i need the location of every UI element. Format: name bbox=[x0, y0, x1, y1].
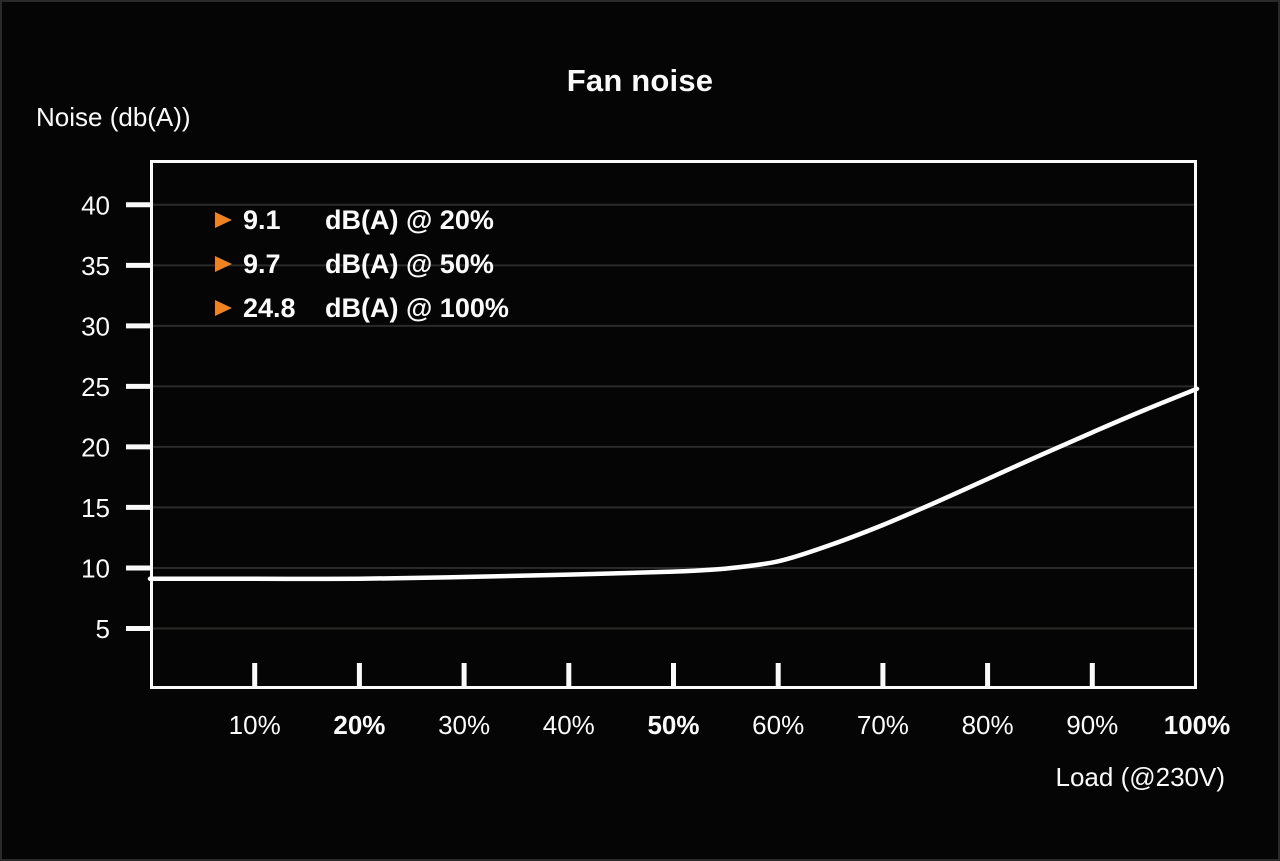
x-tick-label: 100% bbox=[1164, 710, 1231, 740]
legend-item: 9.1 dB(A) @ 20% bbox=[215, 198, 509, 242]
x-tick-label: 70% bbox=[857, 710, 909, 740]
x-tick-label: 10% bbox=[229, 710, 281, 740]
chart-title: Fan noise bbox=[566, 63, 714, 98]
x-tick-label: 40% bbox=[543, 710, 595, 740]
x-tick-label: 60% bbox=[752, 710, 804, 740]
legend-unit: dB(A) @ 20% bbox=[325, 204, 494, 235]
y-tick-label: 25 bbox=[81, 372, 110, 402]
noise-curve bbox=[147, 386, 1200, 582]
y-tick-label: 5 bbox=[96, 614, 110, 644]
y-axis-label: Noise (db(A)) bbox=[36, 102, 191, 132]
x-tick-label: 80% bbox=[962, 710, 1014, 740]
y-tick-label: 15 bbox=[81, 493, 110, 523]
x-tick-label: 20% bbox=[333, 710, 385, 740]
triangle-marker-icon bbox=[215, 256, 232, 272]
legend-item: 24.8 dB(A) @ 100% bbox=[215, 286, 509, 330]
x-axis-label: Load (@230V) bbox=[1055, 762, 1226, 792]
triangle-marker-icon bbox=[215, 212, 232, 228]
x-tick-label: 50% bbox=[647, 710, 699, 740]
y-tick-label: 20 bbox=[81, 432, 110, 462]
plot-border bbox=[150, 160, 1197, 689]
legend-value: 9.1 bbox=[243, 204, 281, 235]
legend-unit: dB(A) @ 100% bbox=[325, 292, 509, 323]
y-tick-label: 35 bbox=[81, 251, 110, 281]
triangle-marker-icon bbox=[215, 300, 232, 316]
legend-value: 24.8 bbox=[243, 292, 296, 323]
legend-value: 9.7 bbox=[243, 248, 281, 279]
legend-unit: dB(A) @ 50% bbox=[325, 248, 494, 279]
legend-item: 9.7 dB(A) @ 50% bbox=[215, 242, 509, 286]
y-tick-label: 40 bbox=[81, 190, 110, 220]
y-tick-label: 30 bbox=[81, 311, 110, 341]
x-tick-label: 90% bbox=[1066, 710, 1118, 740]
x-tick-label: 30% bbox=[438, 710, 490, 740]
legend: 9.1 dB(A) @ 20% 9.7 dB(A) @ 50% 24.8 dB(A) @ … bbox=[215, 198, 509, 330]
y-tick-label: 10 bbox=[81, 553, 110, 583]
